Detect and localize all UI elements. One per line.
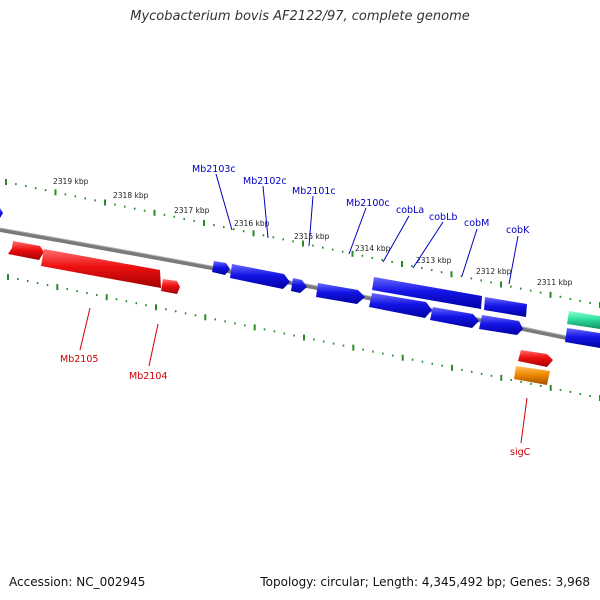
genome-summary-text: Topology: circular; Length: 4,345,492 bp…	[260, 575, 590, 589]
gene-arrow-blue-edge-right[interactable]	[565, 328, 600, 348]
gene-arrow-mb2103c[interactable]	[212, 261, 230, 275]
gene-arrow-mb2105[interactable]	[41, 249, 161, 288]
gene-label-mb2104[interactable]: Mb2104	[129, 371, 167, 382]
gene-label-cobk[interactable]: cobK	[506, 225, 530, 236]
scale-label: 2315 kbp	[294, 232, 330, 241]
gene-arrow-cobm[interactable]	[430, 307, 479, 328]
gene-label-mb2101c[interactable]: Mb2101c	[292, 186, 336, 197]
gene-arrow-mb2104[interactable]	[161, 279, 180, 294]
map-title: Mycobacterium bovis AF2122/97, complete …	[130, 9, 470, 24]
gene-arrow-coblb[interactable]	[369, 293, 432, 318]
scale-label: 2314 kbp	[355, 244, 391, 253]
gene-label-mb2103c[interactable]: Mb2103c	[192, 164, 236, 175]
gene-arrow-orange[interactable]	[514, 366, 550, 385]
scale-label: 2311 kbp	[537, 278, 573, 287]
gene-label-sigc[interactable]: sigC	[510, 447, 531, 458]
gene-arrow-mb2101c[interactable]	[291, 278, 307, 293]
gene-label-coblb[interactable]: cobLb	[429, 212, 457, 223]
gene-arrow-sigc[interactable]	[518, 350, 553, 367]
gene-arrow-mb2100c[interactable]	[316, 283, 365, 304]
gene-label-mb2105[interactable]: Mb2105	[60, 354, 98, 365]
gene-arrow-cobk-top[interactable]	[484, 297, 527, 317]
scale-label: 2316 kbp	[234, 219, 270, 228]
gene-arrow-red-left[interactable]	[8, 241, 44, 260]
gene-label-mb2102c[interactable]: Mb2102c	[243, 176, 287, 187]
gene-arrow-blue-edge-left[interactable]	[0, 208, 3, 218]
upper-scale-ticks	[5, 179, 600, 308]
scale-label: 2317 kbp	[174, 206, 210, 215]
gene-arrow-mb2102c[interactable]	[230, 264, 290, 289]
scale-label: 2313 kbp	[416, 256, 452, 265]
accession-text: Accession: NC_002945	[9, 575, 146, 589]
gene-label-mb2100c[interactable]: Mb2100c	[346, 198, 390, 209]
lower-scale-ticks	[7, 274, 600, 401]
gene-arrow-cobk[interactable]	[479, 315, 523, 335]
gene-label-cobm[interactable]: cobM	[464, 218, 489, 229]
gene-arrow-teal[interactable]	[567, 311, 600, 329]
gene-label-cobla[interactable]: cobLa	[396, 205, 424, 216]
scale-label: 2312 kbp	[476, 267, 512, 276]
gene-arrow-coblа-top[interactable]	[372, 277, 482, 309]
scale-label: 2319 kbp	[53, 177, 89, 186]
scale-label: 2318 kbp	[113, 191, 149, 200]
